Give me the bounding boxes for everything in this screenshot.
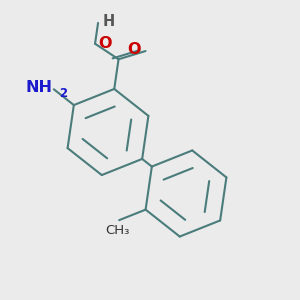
Text: 2: 2 (59, 87, 67, 100)
Text: CH₃: CH₃ (105, 224, 130, 237)
Text: O: O (98, 36, 112, 51)
Text: H: H (103, 14, 115, 29)
Text: O: O (128, 42, 141, 57)
Text: NH: NH (25, 80, 52, 95)
